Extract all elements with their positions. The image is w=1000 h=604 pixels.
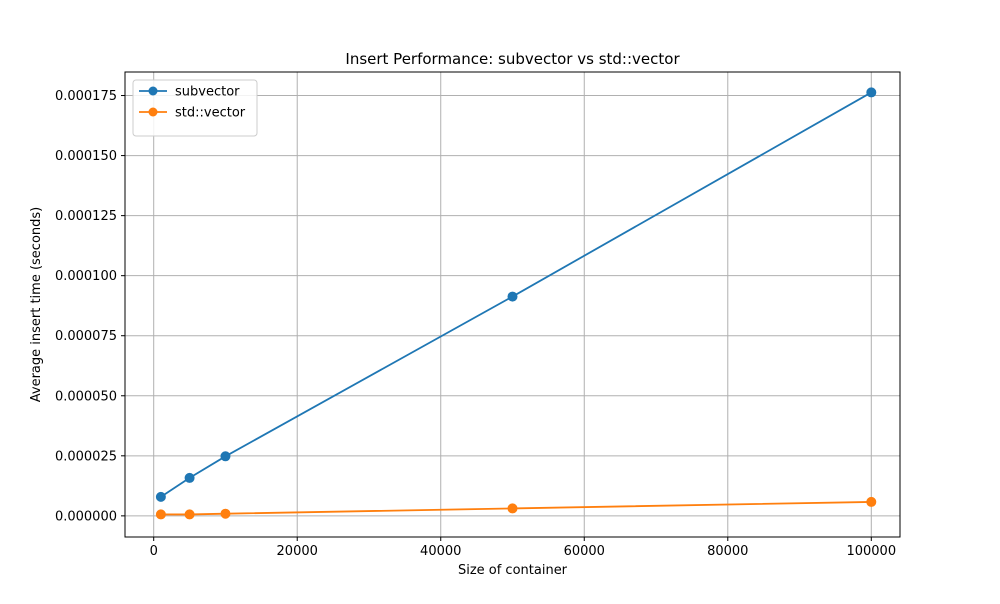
plot-area-frame	[124, 71, 901, 538]
y-tick-label: 0.000125	[55, 209, 117, 224]
data-point-std-vector	[155, 509, 166, 520]
legend-marker-subvector	[148, 86, 158, 96]
y-axis-title: Average insert time (seconds)	[29, 207, 44, 403]
legend-label-std-vector: std::vector	[175, 106, 246, 121]
data-point-std-vector	[220, 508, 231, 519]
data-point-subvector	[155, 491, 166, 502]
grid	[125, 72, 900, 537]
data-point-subvector	[220, 451, 231, 462]
ticks: 0 20000 40000 60000 80000 100000 0.000000 0.000…	[55, 89, 896, 559]
x-tick-label: 60000	[564, 544, 605, 559]
x-axis-title: Size of container	[458, 563, 568, 578]
data-point-subvector	[184, 472, 195, 483]
y-tick-label: 0.000150	[55, 149, 117, 164]
legend-marker-std-vector	[148, 107, 158, 117]
series-group	[155, 87, 877, 520]
data-point-subvector	[507, 291, 518, 302]
legend-label-subvector: subvector	[175, 85, 240, 100]
y-tick-label: 0.000075	[55, 329, 117, 344]
y-tick-label: 0.000050	[55, 389, 117, 404]
chart-title: Insert Performance: subvector vs std::ve…	[345, 50, 680, 68]
x-tick-label: 20000	[277, 544, 318, 559]
x-tick-label: 80000	[707, 544, 748, 559]
legend-box	[132, 79, 258, 137]
y-tick-label: 0.000000	[55, 509, 117, 524]
x-tick-label: 0	[150, 544, 158, 559]
y-tick-label: 0.000025	[55, 449, 117, 464]
data-point-subvector	[866, 87, 877, 98]
data-point-std-vector	[184, 509, 195, 520]
y-tick-label: 0.000100	[55, 269, 117, 284]
y-tick-label: 0.000175	[55, 89, 117, 104]
x-tick-label: 40000	[420, 544, 461, 559]
x-tick-label: 100000	[846, 544, 896, 559]
data-point-std-vector	[507, 503, 518, 514]
data-point-std-vector	[866, 496, 877, 507]
